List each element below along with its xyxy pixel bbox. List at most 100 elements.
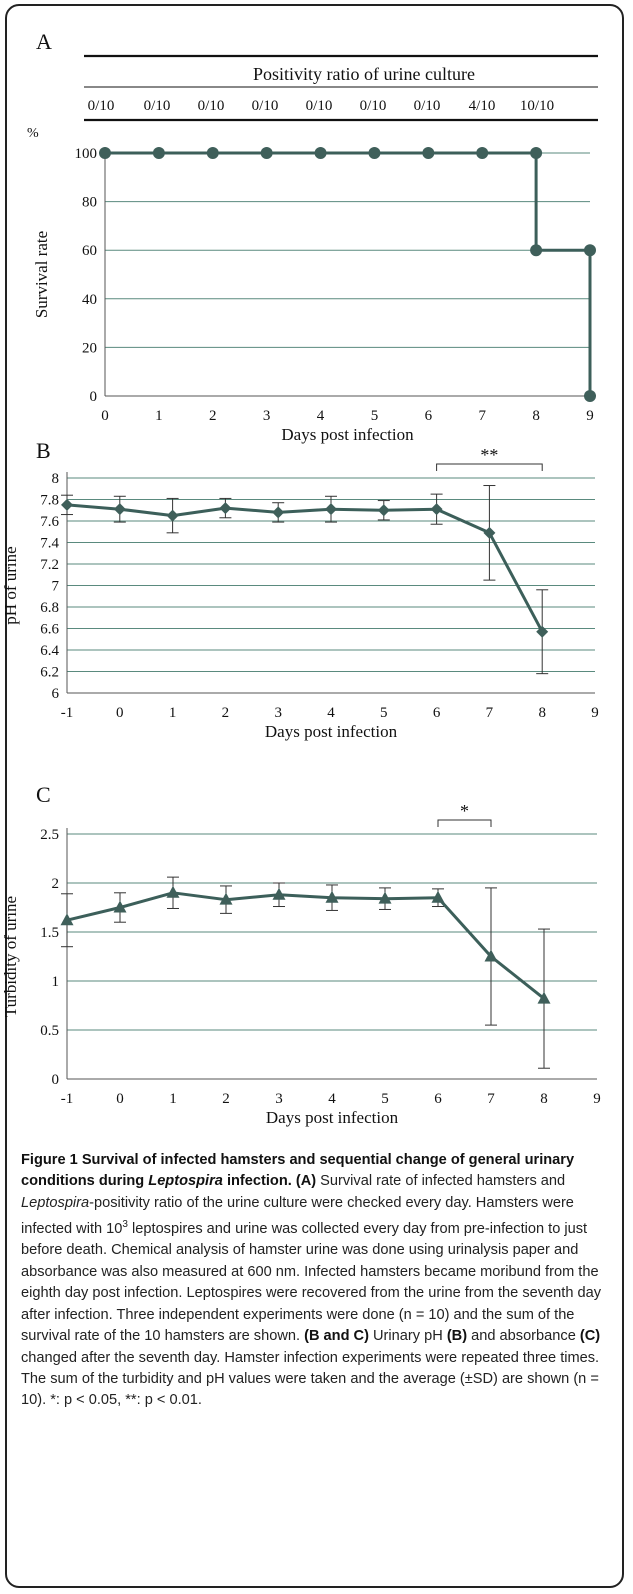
panel-a-y-tick: 40: [82, 292, 97, 308]
panel-c-y-tick: 1: [52, 974, 60, 990]
panel-b-significance-label: **: [480, 445, 498, 465]
panel-c-x-tick: 0: [116, 1091, 124, 1107]
panel-c-y-axis-title: Turbidity of urine: [1, 896, 20, 1017]
panel-a-y-tick: 0: [90, 389, 98, 405]
panel-b-y-tick: 7: [52, 579, 60, 595]
panel-c-x-tick: 2: [222, 1091, 230, 1107]
caption-text-3: leptospires and urine was collected ever…: [21, 1221, 602, 1345]
panel-b-x-tick: 2: [222, 705, 230, 721]
panel-a-x-tick: 0: [101, 408, 109, 424]
panel-b-significance-bracket: [436, 463, 543, 471]
panel-b-y-tick: 6: [52, 686, 60, 702]
panel-b-y-tick: 7.6: [40, 514, 59, 530]
ratio-label-1: 0/10: [88, 98, 115, 114]
caption-text-6: changed after the seventh day. Hamster i…: [21, 1349, 600, 1409]
panel-b-data-point-2: [113, 503, 126, 516]
panel-c-x-tick: 7: [487, 1091, 495, 1107]
panel-a-data-point-10: [530, 244, 543, 257]
panel-c-y-tick: 0.5: [40, 1023, 59, 1039]
panel-b-y-tick: 6.4: [40, 643, 59, 659]
panel-b-y-tick: 8: [52, 471, 60, 487]
panel-c-data-point-1: [60, 913, 74, 926]
caption-text-4: Urinary pH: [368, 1328, 447, 1345]
ratio-label-6: 0/10: [360, 98, 387, 114]
panel-b-x-tick: 7: [486, 705, 494, 721]
panel-b-x-tick: 8: [538, 705, 546, 721]
caption-head-italic: Leptospira: [148, 1173, 223, 1190]
panel-b-x-tick: 1: [169, 705, 177, 721]
ratio-label-9: 10/10: [520, 98, 554, 114]
caption-text-1: Survival rate of infected hamsters and: [316, 1173, 566, 1190]
panel-c-x-tick: 4: [328, 1091, 336, 1107]
panel-a-letter: A: [36, 29, 52, 54]
caption-sup: 3: [122, 1219, 128, 1231]
panel-a-data-point-6: [368, 147, 381, 159]
panel-c-y-tick: 1.5: [40, 925, 59, 941]
panel-c-data-point-5: [272, 887, 286, 900]
panel-c-data-point-2: [113, 900, 127, 913]
panel-c-x-tick: 1: [169, 1091, 177, 1107]
panel-a-x-tick: 9: [586, 408, 594, 424]
panel-b-x-axis-title: Days post infection: [265, 722, 398, 741]
panel-c-data-point-10: [537, 991, 551, 1004]
panel-b-letter: B: [36, 438, 51, 463]
panel-b-x-tick: -1: [61, 705, 74, 721]
ratio-label-8: 4/10: [469, 98, 496, 114]
panel-a-x-tick: 5: [371, 408, 379, 424]
caption-c-ref: (C): [579, 1328, 601, 1345]
panel-c-x-tick: 3: [275, 1091, 283, 1107]
panel-c-significance-bracket: [437, 819, 492, 827]
panel-c-letter: C: [36, 782, 51, 807]
ratio-label-4: 0/10: [252, 98, 279, 114]
panel-b-x-tick: 6: [433, 705, 441, 721]
panel-a-x-tick: 2: [209, 408, 217, 424]
panel-a-x-tick: 6: [425, 408, 433, 424]
panel-b-y-tick: 6.8: [40, 600, 59, 616]
panel-a-data-point-11: [584, 244, 596, 257]
panel-c-y-tick: 2: [52, 876, 60, 892]
panel-c-x-tick: -1: [61, 1091, 74, 1107]
panel-c-y-tick: 2.5: [40, 827, 59, 843]
panel-c-significance-label: *: [460, 801, 469, 821]
panel-b-series-line: [66, 503, 544, 633]
panel-b-chart: 6 6.2 6.4 6.6 6.8 7 7.2 7.4 7.6 7.8 8 -1 0 1 2 3 4 5 6 7 8 9 D…: [1, 445, 599, 741]
panel-c-data-point-4: [219, 892, 233, 905]
panel-b-y-tick: 7.2: [40, 557, 59, 573]
panel-a-data-point-8: [476, 147, 489, 159]
panel-c-x-tick: 6: [434, 1091, 442, 1107]
panel-b-data-point-3: [166, 509, 179, 522]
panel-c-series-line: [66, 891, 545, 1000]
panel-c-data-point-6: [325, 890, 339, 903]
panel-b-x-tick: 5: [380, 705, 388, 721]
panel-a-data-point-3: [206, 147, 219, 159]
panel-a-data-point-9: [530, 147, 543, 159]
figure-caption: Figure 1 Survival of infected hamsters a…: [21, 1150, 617, 1412]
panel-b-y-tick: 7.4: [40, 536, 59, 552]
panel-a-table-title: Positivity ratio of urine culture: [253, 64, 475, 84]
panel-b-data-point-9: [483, 526, 496, 539]
panel-a-y-tick: 20: [82, 340, 97, 356]
panel-b-x-tick: 0: [116, 705, 124, 721]
panel-c-data-point-9: [484, 949, 498, 962]
panel-a-y-tick: 60: [82, 243, 97, 259]
caption-italic-1: Leptospira: [21, 1194, 90, 1211]
panel-a-y-tick: 80: [82, 195, 97, 211]
panel-b-y-tick: 6.2: [40, 665, 59, 681]
panel-b-data-point-8: [430, 503, 443, 516]
panel-a-data-point-12: [584, 390, 596, 402]
panel-a-x-axis-title: Days post infection: [281, 425, 414, 444]
caption-text-5: and absorbance: [467, 1328, 580, 1345]
panel-b-data-point-5: [272, 506, 285, 519]
panel-c-x-tick: 9: [593, 1091, 601, 1107]
figure-svg: A Positivity ratio of urine culture 0/10…: [1, 29, 601, 1127]
caption-head-1: Figure 1 Survival of infected hamsters a…: [21, 1152, 575, 1190]
panel-a-x-tick: 4: [317, 408, 325, 424]
panel-a-data-point-2: [152, 147, 165, 159]
panel-c-x-tick: 5: [381, 1091, 389, 1107]
panel-b-data-point-1: [61, 498, 73, 511]
panel-a-y-unit: %: [27, 126, 39, 141]
panel-c-data-point-7: [378, 891, 392, 904]
caption-head-2: infection. (A): [222, 1173, 317, 1190]
panel-a-x-tick: 3: [263, 408, 271, 424]
